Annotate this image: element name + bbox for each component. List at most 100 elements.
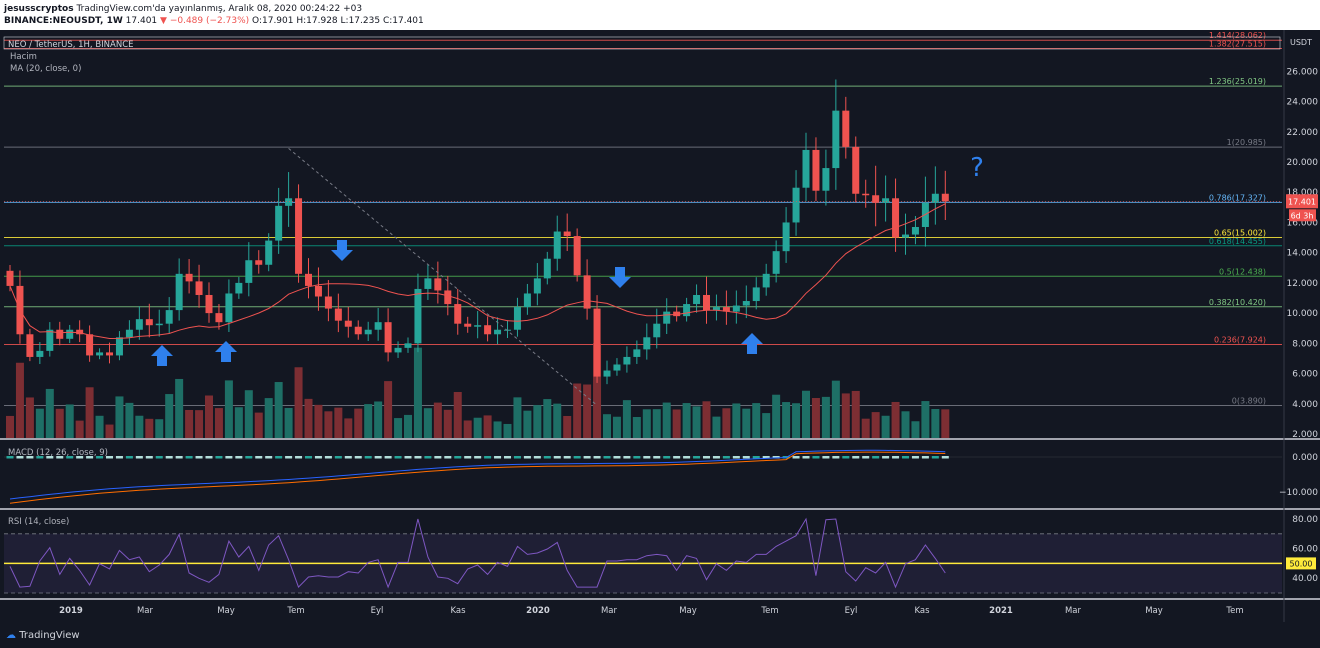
macd-histogram-bar (285, 456, 293, 459)
macd-histogram-bar (295, 456, 303, 459)
macd-histogram-bar (374, 456, 382, 459)
candle-body (185, 273, 193, 282)
macd-histogram-bar (354, 456, 362, 459)
macd-histogram-bar (275, 456, 283, 459)
volume-bar (364, 404, 373, 438)
candle-body (474, 325, 482, 327)
candle-body (404, 343, 412, 348)
volume-bar (55, 408, 64, 438)
volume-bar (851, 390, 860, 438)
macd-histogram-bar (225, 456, 233, 459)
macd-histogram-bar (673, 456, 681, 459)
candle-body (275, 205, 283, 241)
macd-histogram-bar (563, 456, 571, 459)
volume-bar (841, 393, 850, 438)
volume-bar (811, 398, 820, 438)
candle-body (354, 326, 362, 335)
price-tick-label: 2.000 (1292, 430, 1318, 440)
volume-bar (85, 387, 94, 438)
fib-level-label: 0.786(17.327) (1209, 193, 1266, 202)
macd-histogram-bar (215, 456, 223, 459)
volume-bar (931, 409, 940, 438)
down-arrow-icon (609, 267, 631, 288)
volume-bar (145, 418, 154, 438)
time-tick-label: Tem (286, 606, 304, 616)
volume-bar (533, 405, 542, 438)
candle-body (633, 349, 641, 357)
rsi-mid-tag (1286, 557, 1316, 570)
candle-body (444, 290, 452, 305)
legend-symbol: NEO / TetherUS, 1H, BINANCE (8, 40, 134, 50)
fib-level-label: 1.382(27.515) (1209, 39, 1266, 48)
time-tick-label: May (217, 606, 235, 616)
volume-bar (155, 419, 164, 438)
candle-body (603, 370, 611, 377)
macd-histogram-bar (732, 456, 740, 459)
volume-bar (573, 383, 582, 438)
macd-histogram-bar (882, 456, 890, 459)
volume-bar (195, 410, 204, 438)
time-tick-label: 2020 (526, 606, 550, 616)
macd-histogram-bar (762, 456, 770, 459)
volume-bar (662, 402, 671, 438)
macd-histogram-bar (494, 456, 502, 459)
last-price-tag-text: 17.401 (1288, 197, 1316, 206)
rsi-mid-tag-text: 50.00 (1290, 559, 1313, 568)
fib-level-label: 0.65(15.002) (1214, 229, 1266, 238)
ohlc-close: C:17.401 (382, 16, 424, 26)
time-tick-label: Eyl (845, 606, 858, 616)
macd-histogram-bar (414, 456, 422, 459)
candle-body (563, 231, 571, 237)
macd-histogram-bar (454, 456, 462, 459)
macd-histogram-bar (66, 456, 74, 459)
volume-bar (612, 416, 621, 438)
macd-histogram-bar (902, 456, 909, 459)
macd-histogram-bar (693, 456, 701, 459)
volume-bar (632, 416, 641, 438)
candle-body (36, 350, 44, 357)
volume-bar (354, 408, 363, 438)
macd-histogram-bar (822, 456, 830, 459)
price-tick-label: 10.000 (1287, 309, 1319, 319)
candle-body (872, 195, 880, 203)
volume-bar (672, 409, 681, 438)
volume-bar (911, 421, 920, 438)
macd-histogram-bar (474, 456, 482, 459)
volume-bar (642, 409, 651, 438)
symbol-name: BINANCE:NEOUSDT, 1W (4, 16, 123, 26)
fib-level-label: 0.618(14.455) (1209, 237, 1266, 246)
volume-bar (284, 407, 293, 438)
tradingview-logo[interactable]: ☁ TradingView (6, 630, 80, 641)
candle-body (892, 198, 900, 238)
volume-bar (941, 409, 950, 438)
macd-histogram-bar (613, 456, 621, 459)
macd-histogram-bar (185, 456, 193, 459)
candle-body (374, 322, 382, 330)
volume-bar (25, 397, 34, 438)
time-tick-label: 2019 (59, 606, 83, 616)
macd-histogram-bar (444, 456, 452, 459)
candle-body (941, 193, 949, 202)
macd-histogram-bar (792, 456, 800, 459)
price-tick-label: 18.000 (1287, 188, 1319, 198)
candle-body (205, 294, 213, 314)
macd-histogram-bar (364, 456, 372, 459)
macd-histogram-bar (872, 456, 880, 459)
candle-body (762, 273, 770, 288)
candle-body (394, 347, 402, 353)
fib-level-label: 0(3.890) (1232, 396, 1266, 405)
candle-body (573, 236, 581, 276)
volume-bar (125, 402, 134, 438)
volume-bar (175, 378, 184, 438)
volume-bar (254, 412, 263, 438)
volume-bar (722, 408, 731, 438)
candle-body (125, 329, 133, 338)
candle-body (145, 319, 153, 326)
candle-body (931, 193, 939, 203)
volume-bar (732, 403, 741, 438)
candle-body (76, 329, 84, 335)
author-name[interactable]: jesusscryptos (4, 4, 74, 14)
volume-bar (404, 414, 412, 438)
legend-rsi: RSI (14, close) (8, 517, 69, 527)
